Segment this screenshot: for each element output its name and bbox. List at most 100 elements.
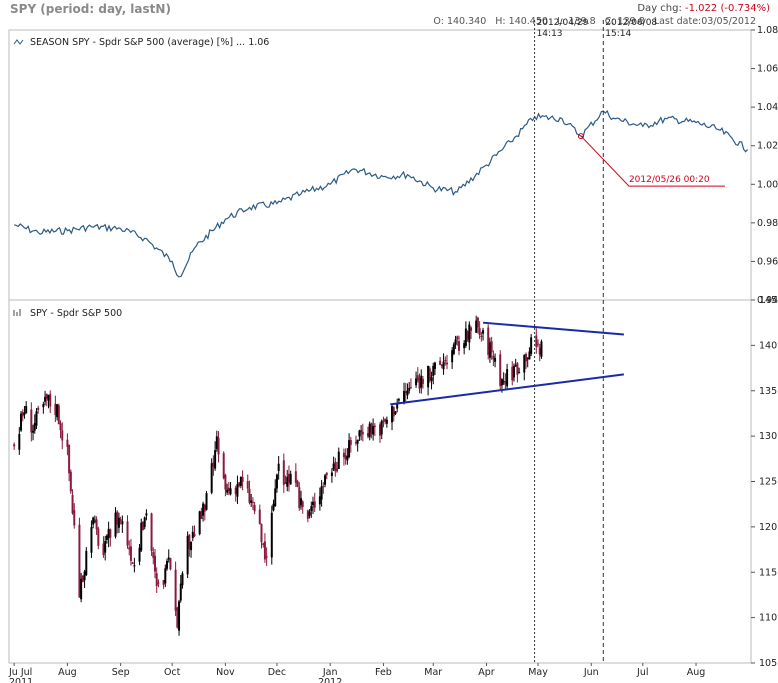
price-y-tick-label: 110 [759, 613, 777, 624]
candle-body [320, 486, 323, 500]
low-price: L: 139.8 [556, 16, 596, 27]
candle-body [404, 391, 407, 394]
candle-body [476, 317, 479, 328]
candle-body [210, 463, 213, 493]
x-tick-label-month: Aug [58, 667, 77, 678]
candle-body [42, 404, 45, 408]
candle-body [162, 580, 165, 585]
season-y-tick-label: 0.98 [757, 218, 778, 229]
candle-body [104, 540, 107, 553]
season-line [14, 109, 749, 278]
season-y-tick-label: 1.04 [757, 102, 778, 113]
candle-body [336, 468, 339, 472]
x-tick-label-month: Feb [375, 667, 392, 678]
line-legend-icon [13, 39, 24, 45]
candle-body [444, 359, 447, 361]
candle-body [289, 473, 292, 485]
candle-body [202, 503, 205, 516]
candle-body [428, 368, 431, 381]
candle-body [301, 501, 304, 507]
candle-body [464, 328, 467, 346]
candle-body [248, 488, 251, 503]
candle-body [313, 501, 316, 508]
candle-body [85, 550, 88, 575]
candle-body [296, 481, 299, 487]
candle-body [205, 493, 208, 510]
candle-body [478, 328, 481, 335]
candle-body [286, 476, 289, 487]
chart-title: SPY (period: day, lastN) [10, 2, 171, 16]
cursor-time-label: 14:13 [537, 29, 563, 39]
candle-body [35, 411, 38, 426]
candle-body [25, 406, 28, 414]
candle-body [308, 511, 311, 516]
x-tick-label-month: Mar [424, 667, 442, 678]
candle-body [224, 474, 227, 490]
candle-body [45, 394, 48, 399]
candle-body [530, 337, 533, 354]
candle-body [380, 421, 383, 435]
candle-body [95, 519, 98, 530]
candle-body [451, 350, 454, 363]
candle-body [349, 439, 352, 445]
candle-body [454, 339, 457, 345]
candle-body [354, 441, 357, 444]
candle-body [475, 320, 478, 333]
candle-body [468, 324, 471, 343]
candle-body [246, 481, 249, 489]
candle-body [403, 390, 406, 403]
candle-body [488, 342, 491, 358]
candle-body [143, 517, 146, 528]
annotation-label: 2012/05/26 00:20 [629, 175, 710, 185]
candle-body [324, 475, 327, 485]
candle-body [418, 377, 421, 389]
candle-body [138, 547, 141, 562]
candle-body [140, 522, 143, 551]
candle-body [420, 375, 423, 388]
candle-body [470, 327, 473, 331]
candle-body [217, 437, 220, 455]
candle-body [456, 336, 459, 340]
candle-body [18, 433, 21, 450]
candle-body [482, 330, 485, 334]
x-tick-label-month: Aug [687, 667, 706, 678]
candle-body [330, 472, 333, 477]
candle-body [275, 474, 278, 489]
candle-body [121, 521, 124, 525]
candle-body [128, 547, 131, 550]
candle-body [78, 524, 81, 598]
candle-body [155, 573, 158, 587]
candle-body [511, 366, 514, 381]
candle-body [439, 360, 442, 365]
candle-body [117, 517, 120, 528]
annotation-leader [580, 135, 725, 187]
candle-body [32, 430, 35, 433]
candle-body [227, 487, 230, 492]
price-y-tick-label: 140 [759, 340, 777, 351]
candle-body [250, 500, 253, 503]
candle-body [141, 521, 144, 531]
price-y-tick-label: 120 [759, 522, 777, 533]
x-tick-label-month: Jul [636, 667, 648, 678]
candle-body [229, 488, 232, 495]
candle-body [409, 387, 412, 389]
x-tick-label-month: Ju Jul [8, 667, 32, 678]
candle-body [215, 436, 218, 449]
candle-body [116, 511, 119, 525]
candle-body [93, 520, 96, 522]
candle-body [68, 445, 71, 474]
candle-body [92, 517, 95, 525]
candle-body [179, 583, 182, 601]
candle-body [73, 510, 76, 526]
candle-body [234, 487, 237, 495]
candle-body [282, 460, 285, 485]
candle-body [190, 541, 193, 551]
candle-body [80, 578, 83, 600]
season-y-tick-label: 1.08 [757, 25, 778, 36]
candle-body [37, 407, 40, 411]
candle-body [265, 556, 268, 558]
day-change-label: Day chg: [637, 3, 682, 14]
candle-body [408, 387, 411, 391]
candle-body [260, 523, 263, 543]
